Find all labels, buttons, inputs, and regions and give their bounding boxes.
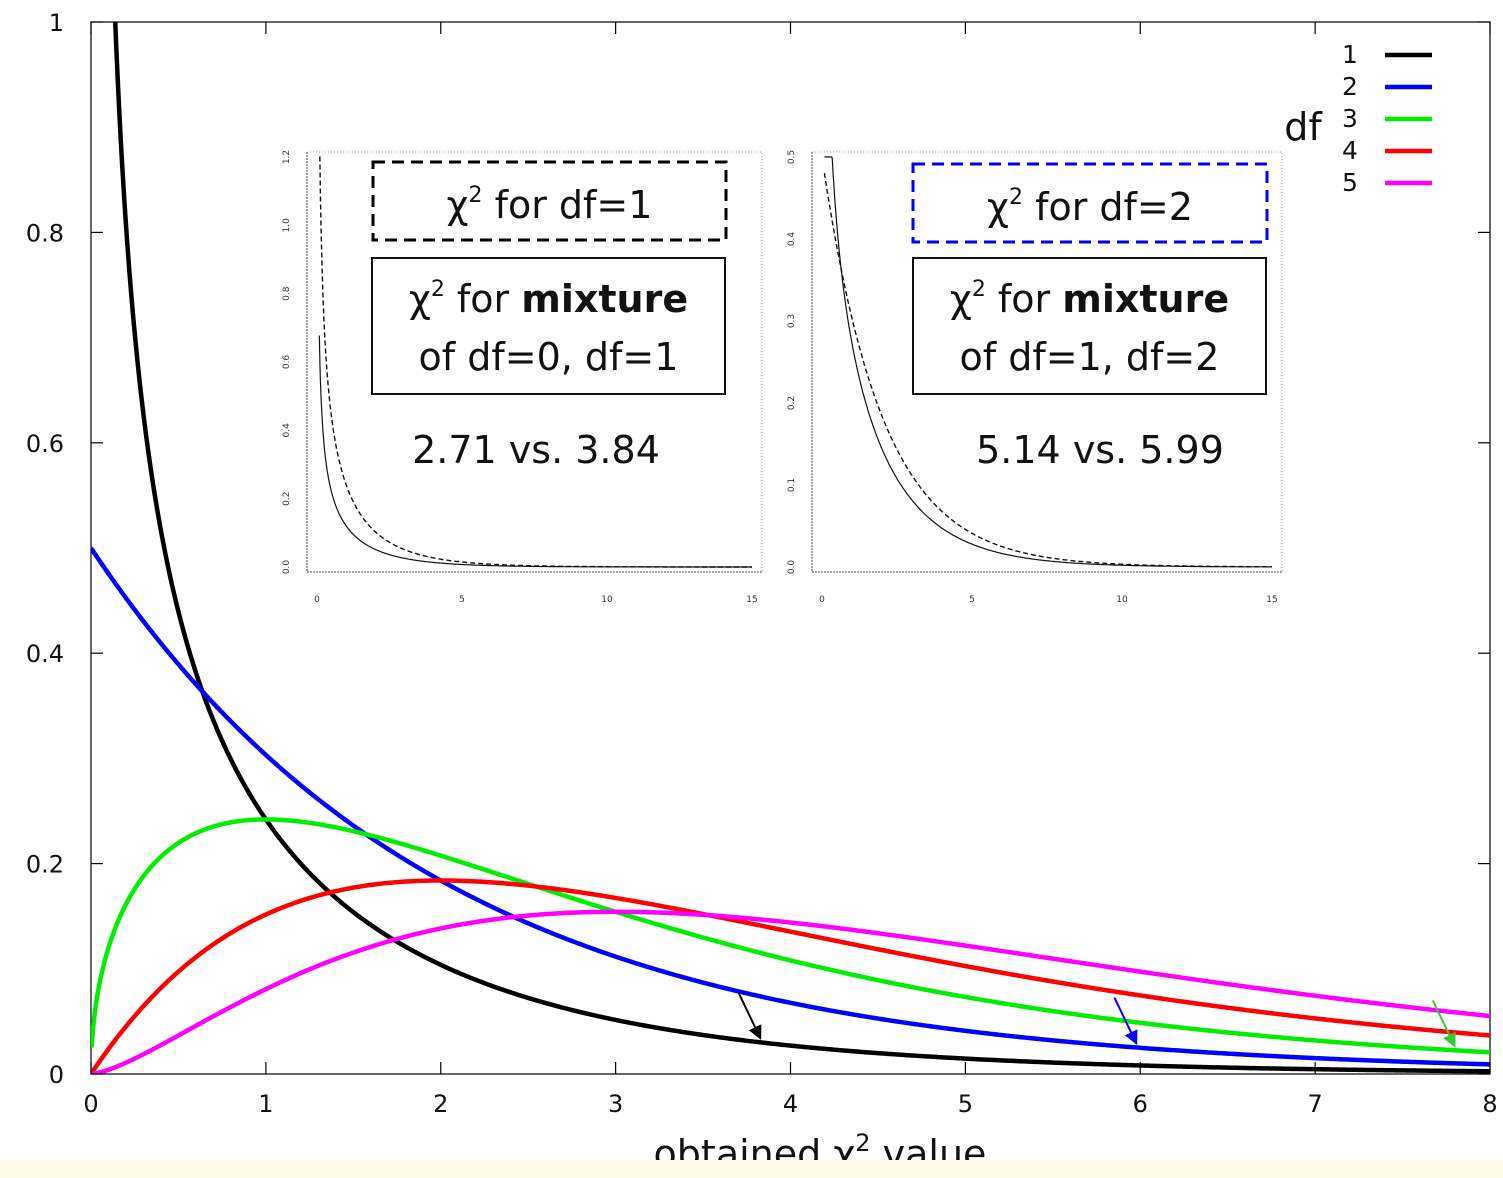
inset-solid-curve [318, 335, 752, 568]
legend-label-df-5: 5 [1342, 168, 1358, 197]
inset-y-tick-label: 0.5 [787, 150, 797, 164]
critical-arrow-df-1 [737, 992, 762, 1040]
inset-y-tick-label: 0.2 [282, 492, 292, 506]
y-tick-label: 0.8 [26, 219, 64, 247]
inset-axes [811, 152, 1282, 573]
legend-title: df [1284, 105, 1323, 149]
y-tick-label: 1 [49, 9, 64, 37]
inset-1: 0 5 10 15 0.0 0.2 0.4 0.6 0.8 1.0 1.2 χ2 for df=1 χ2… [270, 148, 768, 605]
inset-x-tick-label: 0 [314, 595, 320, 605]
critical-arrow-df-3 [1431, 999, 1456, 1048]
inset-y-tick-label: 0.3 [787, 314, 797, 328]
dashed-label-box [911, 162, 1269, 244]
inset-y-tick-label: 1.0 [282, 218, 292, 233]
inset-y-tick-label: 0.2 [787, 396, 797, 410]
x-tick-label: 6 [1133, 1090, 1148, 1118]
inset-2: 0 5 10 15 0.0 0.1 0.2 0.3 0.4 0.5 χ2 for df=2 χ2 fo… [787, 148, 1296, 605]
critical-value-arrows [737, 992, 1456, 1048]
solid-box-text-line1: χ2 for mixture [409, 277, 688, 321]
x-tick-label: 0 [83, 1090, 98, 1118]
legend-label-df-2: 2 [1342, 72, 1358, 101]
inset-x-tick-label: 5 [969, 595, 975, 605]
solid-box-text-line2: of df=0, df=1 [419, 335, 679, 379]
y-tick-label: 0.6 [26, 430, 64, 458]
series-line-df-1 [112, 22, 1490, 1074]
x-tick-label: 7 [1307, 1090, 1322, 1118]
inset-frame [812, 151, 1283, 572]
series-line-df-5 [91, 909, 1490, 1074]
y-tick-label: 0.2 [26, 851, 64, 879]
inset-x-tick-label: 15 [746, 595, 757, 605]
inset-y-tick-label: 0.8 [282, 286, 292, 301]
inset-solid-curve [824, 156, 1272, 568]
critical-value-note: 5.14 vs. 5.99 [976, 428, 1224, 472]
legend-label-df-1: 1 [1342, 40, 1358, 69]
series-line-df-4 [91, 878, 1490, 1074]
x-tick-label: 5 [958, 1090, 973, 1118]
solid-box-text-line2: of df=1, df=2 [960, 335, 1220, 379]
inset-x-tick-label: 10 [1116, 595, 1128, 605]
dashed-box-text: χ2 for df=2 [987, 185, 1193, 229]
critical-arrow-df-2 [1113, 997, 1138, 1045]
bottom-strip [0, 1160, 1503, 1178]
inset-x-tick-label: 15 [1266, 595, 1277, 605]
solid-box-text-line1: χ2 for mixture [950, 277, 1229, 321]
insets: 0 5 10 15 0.0 0.2 0.4 0.6 0.8 1.0 1.2 χ2 for df=1 χ2… [270, 148, 1296, 605]
inset-y-tick-label: 0.0 [282, 560, 292, 575]
solid-label-box [371, 257, 726, 395]
dashed-label-box [371, 160, 728, 242]
inset-x-tick-label: 0 [819, 595, 825, 605]
inset-y-tick-label: 0.6 [282, 355, 292, 370]
y-tick-label: 0 [49, 1061, 64, 1089]
dashed-box-text: χ2 for df=1 [447, 183, 653, 227]
inset-y-tick-label: 0.4 [787, 232, 797, 247]
inset-y-tick-label: 1.2 [282, 150, 292, 164]
inset-y-tick-label: 0.4 [282, 423, 292, 438]
legend: 1 2 3 4 5 df [1284, 40, 1432, 197]
x-tick-label: 4 [783, 1090, 798, 1118]
legend-label-df-4: 4 [1342, 136, 1358, 165]
y-tick-label: 0.4 [26, 640, 64, 668]
inset-frame [307, 151, 763, 572]
series-line-df-2 [91, 546, 1490, 1067]
inset-y-tick-label: 0.1 [787, 478, 797, 492]
inset-x-tick-label: 5 [459, 595, 465, 605]
critical-value-note: 2.71 vs. 3.84 [412, 428, 660, 472]
series-line-df-3 [91, 817, 1490, 1055]
inset-x-tick-label: 10 [601, 595, 613, 605]
x-tick-label: 8 [1482, 1090, 1497, 1118]
x-tick-label: 3 [608, 1090, 623, 1118]
main-curves [91, 22, 1490, 1074]
legend-label-df-3: 3 [1342, 104, 1358, 133]
inset-axes [306, 152, 762, 573]
solid-label-box [912, 257, 1267, 395]
x-tick-label: 2 [433, 1090, 448, 1118]
axis-ticks: 0 1 2 3 4 5 6 7 8 0 0.2 0.4 0.6 0.8 1 [26, 9, 1498, 1118]
inset-y-tick-label: 0.0 [787, 560, 797, 575]
x-tick-label: 1 [258, 1090, 273, 1118]
